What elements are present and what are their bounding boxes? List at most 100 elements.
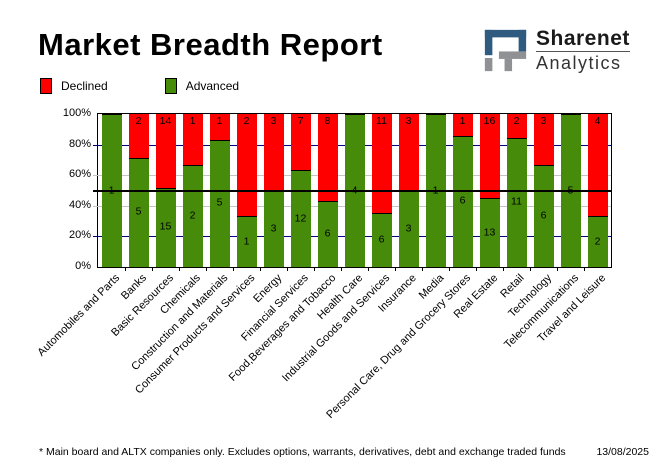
bar-segment-advanced [155, 187, 176, 267]
chart-legend: Declined Advanced [40, 78, 239, 94]
bar-segment-advanced [317, 201, 338, 267]
x-axis-tick [314, 267, 315, 271]
advanced-value-label: 5 [135, 205, 142, 218]
sharenet-logo-icon [483, 28, 528, 78]
bar-segment-advanced [209, 139, 230, 267]
advanced-value-label: 6 [378, 233, 385, 246]
bar-segment-declined [209, 114, 230, 140]
fifty-percent-line [93, 189, 611, 192]
declined-value-label: 1 [459, 115, 466, 127]
category-label: Automobiles and Parts [35, 272, 122, 359]
bar-segment-advanced [587, 216, 608, 267]
advanced-value-label: 15 [159, 220, 172, 233]
report-date: 13/08/2025 [596, 446, 649, 458]
advanced-value-label: 6 [540, 209, 547, 222]
bar-segment-declined [587, 114, 608, 216]
x-axis-tick [341, 267, 342, 271]
bar-16: 2 11 [506, 114, 527, 267]
declined-value-label: 2 [135, 115, 142, 127]
bar-segment-declined [317, 114, 338, 202]
bar-segment-declined [290, 114, 311, 171]
declined-value-label: 2 [513, 115, 520, 127]
legend-item-advanced: Advanced [164, 78, 240, 94]
bar-segment-declined [371, 114, 392, 213]
x-axis-tick [584, 267, 585, 271]
x-axis-tick [503, 267, 504, 271]
declined-value-label: 3 [270, 115, 277, 127]
advanced-value-label: 3 [270, 222, 277, 235]
bar-segment-declined [506, 114, 527, 138]
y-tick-label-0: 0% [75, 260, 91, 272]
advanced-value-label: 2 [594, 235, 601, 247]
legend-item-declined: Declined [40, 78, 108, 94]
bar-segment-advanced [290, 170, 311, 267]
bar-segment-declined [398, 114, 419, 191]
x-axis-tick [368, 267, 369, 271]
x-axis-tick [206, 267, 207, 271]
declined-value-label: 8 [324, 115, 331, 127]
bar-segment-declined [533, 114, 554, 165]
advanced-value-label: 11 [511, 195, 522, 208]
bar-segment-advanced [236, 216, 257, 267]
advanced-value-label: 6 [459, 194, 466, 207]
bar-segment-advanced [128, 157, 149, 267]
bar-segment-advanced [479, 198, 500, 267]
x-axis-tick [530, 267, 531, 271]
y-tick-label-60: 60% [68, 168, 91, 181]
sharenet-logo: Sharenet Analytics [483, 28, 630, 78]
bar-segment-declined [182, 114, 203, 165]
declined-value-label: 16 [483, 115, 496, 127]
declined-value-label: 14 [159, 115, 172, 127]
bar-segment-advanced [371, 213, 392, 267]
x-axis-tick [449, 267, 450, 271]
plot-area: 1251415121521337128641163311616132113654… [93, 113, 612, 271]
advanced-value-label: 6 [324, 227, 331, 240]
x-axis-tick [260, 267, 261, 271]
y-tick-label-80: 80% [68, 137, 91, 150]
x-axis-tick [476, 267, 477, 271]
bar-15: 16 13 [479, 114, 500, 267]
bar-8: 7 12 [290, 114, 311, 267]
logo-subtitle: Analytics [536, 53, 622, 73]
x-axis-tick [287, 267, 288, 271]
x-axis-tick [152, 267, 153, 271]
bar-segment-declined [236, 114, 257, 216]
y-tick-label-40: 40% [68, 198, 91, 211]
advanced-value-label: 13 [483, 226, 496, 239]
bar-segment-advanced [506, 137, 527, 267]
x-axis-tick [422, 267, 423, 271]
advanced-value-label: 5 [216, 196, 223, 209]
advanced-value-label: 3 [405, 222, 412, 235]
legend-label-advanced: Advanced [185, 79, 240, 93]
page-title: Market Breadth Report [38, 27, 383, 62]
bar-segment-declined [452, 114, 473, 136]
x-axis-tick [395, 267, 396, 271]
legend-label-declined: Declined [61, 79, 108, 93]
declined-value-label: 2 [243, 115, 250, 127]
footnote: * Main board and ALTX companies only. Ex… [39, 446, 566, 458]
declined-value-label: 1 [189, 115, 196, 127]
declined-swatch-icon [40, 78, 52, 94]
bar-segment-declined [479, 114, 500, 199]
logo-text: Sharenet Analytics [536, 28, 630, 73]
x-axis-tick [233, 267, 234, 271]
x-axis-tick [557, 267, 558, 271]
logo-name: Sharenet [536, 27, 630, 50]
declined-value-label: 11 [376, 115, 387, 127]
bar-3: 14 15 [155, 114, 176, 267]
y-tick-label-100: 100% [62, 107, 91, 119]
advanced-value-label: 2 [189, 209, 196, 222]
bar-segment-declined [263, 114, 284, 191]
advanced-value-label: 12 [294, 212, 307, 225]
logo-divider [536, 51, 630, 52]
declined-value-label: 1 [216, 115, 223, 127]
declined-value-label: 7 [297, 115, 304, 127]
advanced-value-label: 1 [243, 235, 250, 247]
bar-11: 11 6 [371, 114, 392, 267]
